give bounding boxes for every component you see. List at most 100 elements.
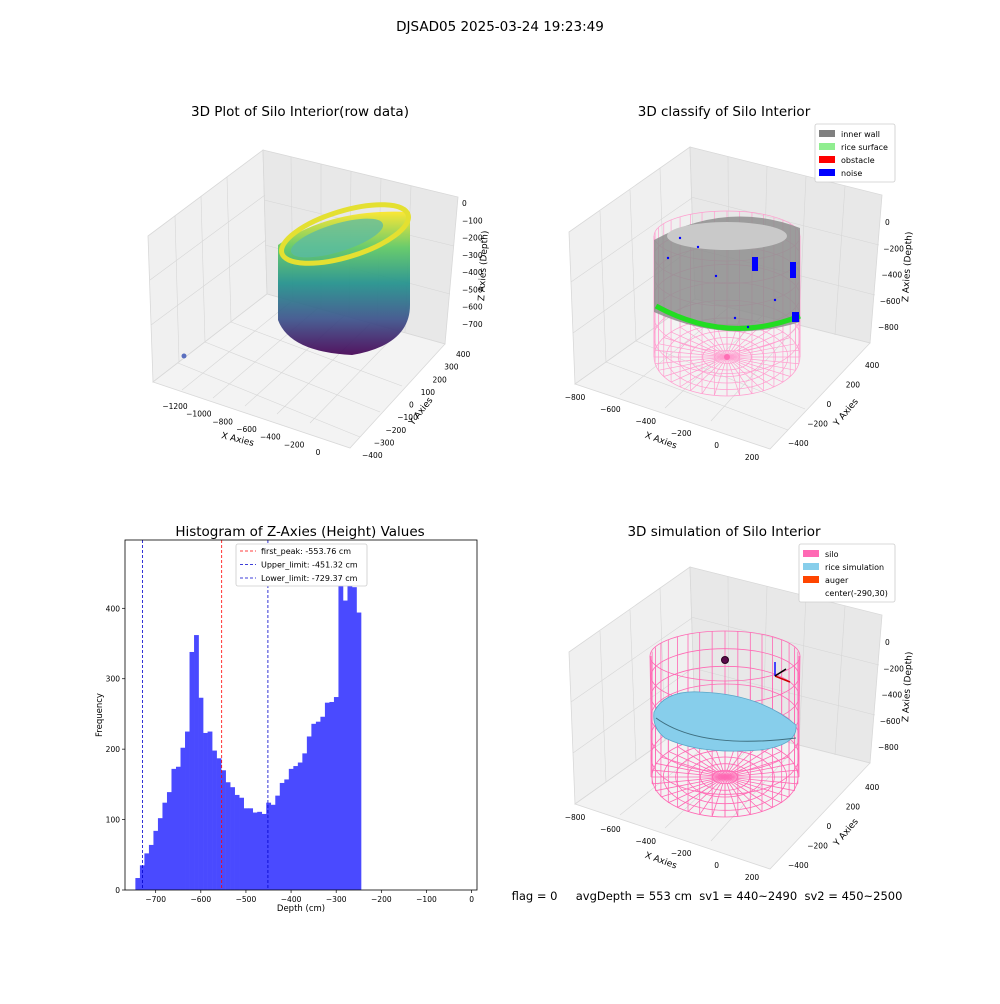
- axis-tick-label: −200: [284, 440, 305, 449]
- histogram-x-tick-label: −300: [326, 895, 347, 904]
- panel2-ylabel: Y Axies: [832, 397, 861, 429]
- histogram-bar: [275, 795, 281, 890]
- panel2-rice-surface: [654, 303, 801, 331]
- axis-tick-label: −600: [880, 717, 901, 726]
- axis-tick-label: −300: [462, 251, 483, 260]
- axis-tick-label: 0: [462, 199, 467, 208]
- histogram-bar: [311, 723, 317, 890]
- histogram-bar: [257, 811, 263, 890]
- histogram-bar: [216, 758, 222, 890]
- histogram-bar: [203, 732, 208, 890]
- axis-tick-label: −200: [807, 420, 828, 429]
- histogram-legend-label: first_peak: -553.76 cm: [261, 547, 351, 556]
- silo-floor-ring: [712, 769, 738, 785]
- histogram-bar: [194, 635, 199, 890]
- histogram-bar: [189, 651, 195, 890]
- axis-tick-label: −400: [635, 837, 656, 846]
- panel2-legend: inner wall rice surface obstacle noise: [814, 123, 896, 183]
- panel2-ticks: −800 −600 −400 −200 0 200 400 200 0 −200 −400 0 −200…: [565, 218, 904, 462]
- histogram-bar: [333, 697, 339, 890]
- panel4-rice-simulation-edge: [655, 717, 797, 742]
- histogram-bar: [261, 813, 267, 890]
- axis-tick-label: 400: [865, 361, 880, 370]
- axis-tick-label: 100: [421, 388, 436, 397]
- histogram-legend-label: Upper_limit: -451.32 cm: [261, 561, 358, 570]
- histogram-bar: [239, 797, 244, 890]
- axis-tick-label: 200: [745, 453, 760, 462]
- axis-tick-label: −200: [462, 234, 483, 243]
- axis-tick-label: −700: [462, 320, 483, 329]
- histogram-bar: [293, 766, 299, 890]
- axis-tick-label: −100: [397, 413, 418, 422]
- histogram-y-tick-label: 0: [115, 886, 120, 895]
- histogram-bar: [180, 747, 186, 890]
- axis-tick-label: 400: [865, 783, 880, 792]
- axis-tick-label: 200: [846, 381, 861, 390]
- legend-label: inner wall: [841, 130, 880, 139]
- axis-tick-label: −600: [600, 405, 621, 414]
- histogram-bar: [225, 782, 231, 890]
- panel1-point-cloud-inner: [290, 218, 384, 258]
- histogram-bar: [212, 750, 217, 890]
- legend-swatch: [803, 550, 819, 557]
- panel2-noise-points: [666, 236, 799, 329]
- legend-swatch: [803, 563, 819, 570]
- panel4-auger-marker: [721, 656, 729, 664]
- panel4-title: 3D simulation of Silo Interior: [627, 524, 821, 540]
- histogram-y-ticks: 0 100 200 300 400: [106, 604, 125, 895]
- legend-label: obstacle: [841, 156, 875, 165]
- histogram-bar: [198, 697, 204, 890]
- panel2-zlabel: Z Axies (Depth): [901, 231, 915, 302]
- histogram-y-tick-label: 400: [106, 604, 121, 613]
- axis-tick-label: 0: [409, 401, 414, 410]
- histogram-bar: [329, 701, 335, 890]
- panel4-ylabel: Y Axies: [832, 817, 861, 849]
- panel4-rice-simulation-surface: [653, 691, 797, 752]
- axis-tick-label: −300: [374, 438, 395, 447]
- axis-tick-label: 0: [714, 861, 719, 870]
- axis-tick-label: −400: [362, 451, 383, 460]
- histogram-bar: [284, 779, 290, 890]
- axis-tick-label: −1200: [162, 402, 188, 411]
- axis-tick-label: −200: [883, 244, 904, 253]
- panel1-zlabel: Z Axies (Depth): [477, 230, 491, 301]
- histogram-ref-lines: [142, 540, 269, 890]
- panel2-inner-wall-rim: [667, 222, 787, 250]
- panel-raw-scatter: 3D Plot of Silo Interior(row data) X Axi…: [147, 104, 491, 460]
- axis-tick-label: −400: [788, 439, 809, 448]
- panel1-outlier-point: [181, 353, 187, 359]
- histogram-ylabel: Frequency: [95, 693, 105, 737]
- axis-tick-label: −200: [671, 849, 692, 858]
- legend-label: center(-290,30): [825, 589, 888, 598]
- legend-swatch: [819, 169, 835, 176]
- histogram-bar: [351, 587, 357, 890]
- histogram-bar: [243, 808, 249, 890]
- histogram-axes-frame: [124, 539, 478, 891]
- histogram-bar: [297, 762, 303, 890]
- axis-tick-label: −200: [386, 426, 407, 435]
- legend-label: rice simulation: [825, 563, 884, 572]
- legend-swatch: [819, 130, 835, 137]
- histogram-legend-box: [235, 543, 368, 587]
- histogram-xlabel: Depth (cm): [277, 904, 325, 914]
- histogram-bar: [266, 802, 272, 890]
- histogram-bar: [302, 753, 308, 890]
- histogram-bar: [148, 844, 154, 890]
- panel1-ticks: −1200−1000−800−600−400−20004003002001000…: [162, 199, 483, 460]
- axis-tick-label: −500: [462, 285, 483, 294]
- axis-tick-label: −200: [807, 842, 828, 851]
- axis-tick-label: −100: [462, 216, 483, 225]
- silo-floor-ring: [702, 343, 752, 371]
- histogram-bar: [157, 818, 163, 890]
- axis-tick-label: −200: [883, 664, 904, 673]
- histogram-x-tick-label: −200: [371, 895, 392, 904]
- axis-tick-label: −400: [788, 861, 809, 870]
- histogram-bar: [185, 731, 190, 890]
- axis-tick-label: −400: [260, 433, 281, 442]
- axis-tick-label: −800: [212, 417, 233, 426]
- axis-tick-label: −600: [600, 825, 621, 834]
- panel2-title: 3D classify of Silo Interior: [638, 104, 811, 120]
- axis-tick-label: −1000: [186, 410, 212, 419]
- histogram-bar: [234, 794, 240, 890]
